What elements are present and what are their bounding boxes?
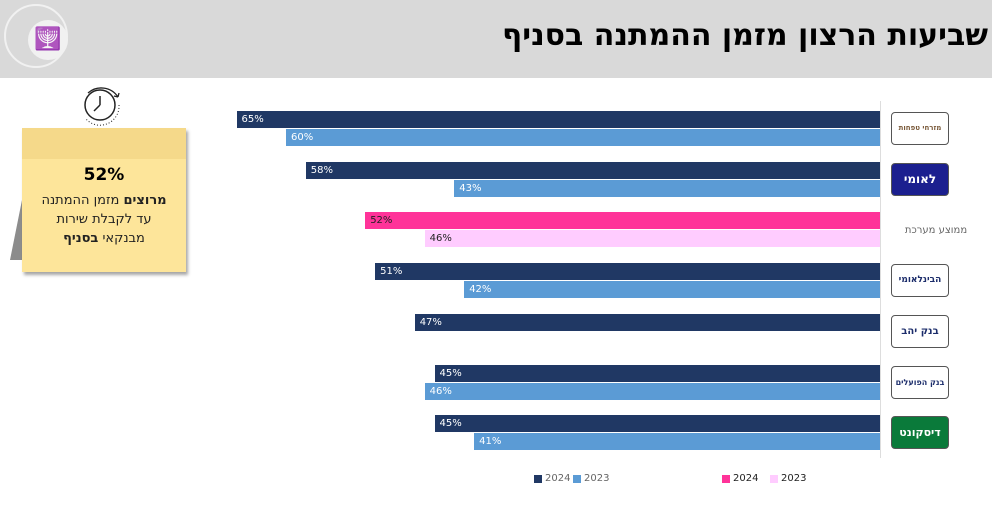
bank-logo: מזרחי טפחות	[891, 112, 949, 145]
summary-note: 52% מרוצים מזמן ההמתנה עד לקבלת שירות מב…	[22, 128, 186, 272]
summary-line-3: מבנקאי	[98, 231, 145, 246]
bank-logo: דיסקונט	[891, 416, 949, 450]
bank-logo: לאומי	[891, 162, 949, 196]
category-axis	[880, 101, 881, 458]
bar-2024: 47%	[414, 313, 880, 331]
page-title: שביעות הרצון מזמן ההמתנה בסניף	[502, 18, 988, 53]
header: 🕎 שביעות הרצון מזמן ההמתנה בסניף	[0, 0, 992, 78]
summary-bold-3: בסניף	[63, 231, 99, 246]
bar-2023: 43%	[454, 179, 880, 197]
summary-bold-1: מרוצים	[123, 193, 167, 208]
bar-2023: 60%	[286, 129, 880, 146]
bank-of-israel-logo: 🕎	[4, 4, 68, 68]
legend-item-avg-2024: 2024	[722, 473, 758, 484]
legend-item-2024: 2024	[534, 473, 570, 484]
bar-2024: 52%	[365, 212, 880, 230]
bar-2023: 46%	[424, 382, 880, 400]
bank-logo: בנק יהב	[891, 314, 949, 348]
legend-item-2023: 2023	[573, 473, 609, 484]
legend-item-avg-2023: 2023	[770, 473, 806, 484]
summary-percent: 52%	[83, 165, 125, 185]
category-label-average: ממוצע מערכת	[904, 225, 968, 237]
summary-line-1: מזמן ההמתנה	[41, 193, 124, 208]
bank-logo: הבינלאומי	[891, 264, 949, 298]
bar-2023: 41%	[474, 433, 880, 451]
bar-2024: 51%	[375, 263, 880, 281]
clock-icon	[84, 87, 120, 126]
bar-2024: 45%	[434, 364, 880, 382]
bar-2024: 58%	[305, 161, 880, 179]
bar-2023: 42%	[464, 281, 880, 299]
bar-2024: 65%	[236, 111, 880, 128]
note-fold	[10, 190, 24, 260]
bar-2024: 45%	[434, 415, 880, 433]
bar-2023: 46%	[424, 230, 880, 248]
summary-line-2: עד לקבלת שירות	[56, 212, 152, 227]
bank-logo: בנק הפועלים	[891, 365, 949, 399]
summary-text: מרוצים מזמן ההמתנה עד לקבלת שירות מבנקאי…	[22, 191, 186, 248]
